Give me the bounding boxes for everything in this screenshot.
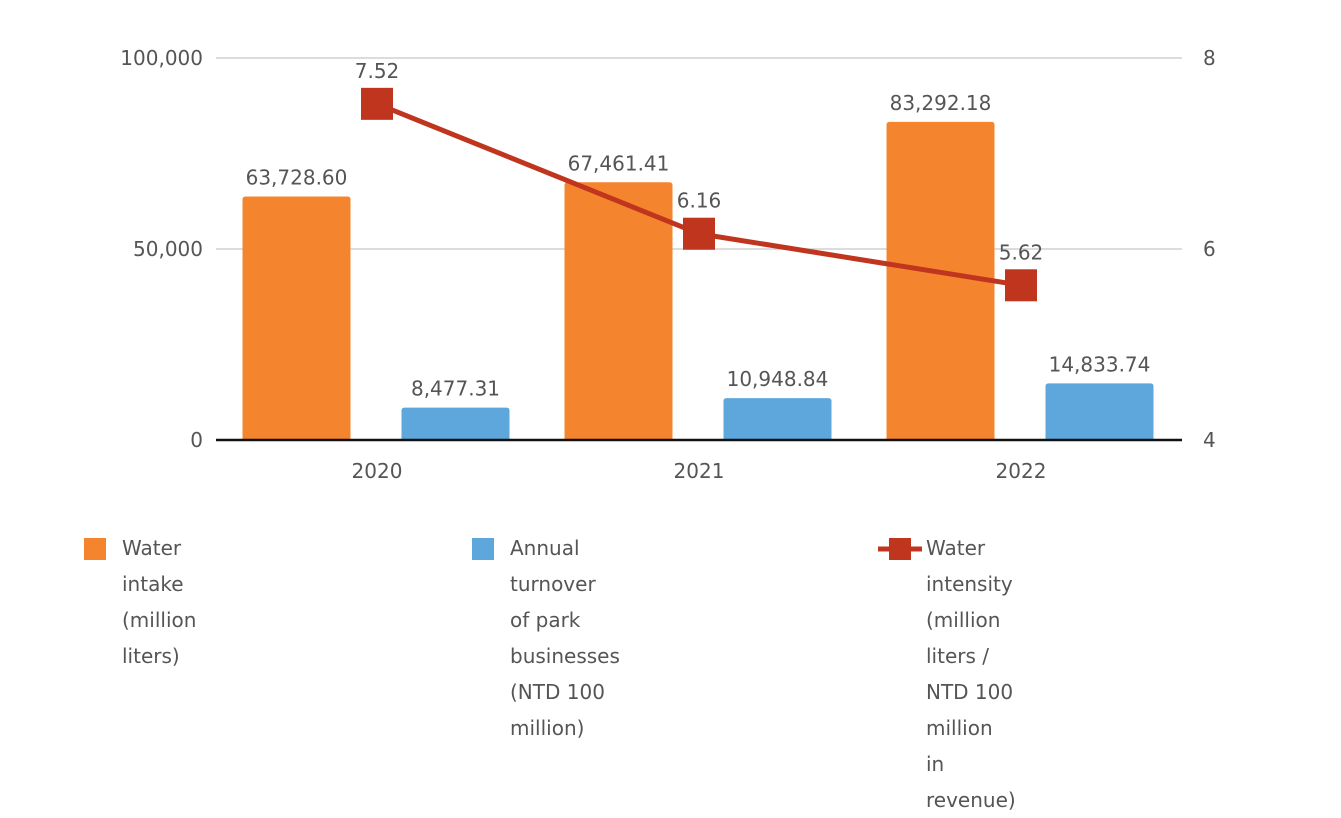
legend-label-intensity: Water intensity (million liters / NTD 10… <box>926 530 1016 818</box>
marker-water-intensity <box>1005 269 1037 302</box>
data-label-water-intake: 63,728.60 <box>246 166 348 190</box>
marker-water-intensity <box>361 87 393 120</box>
legend-line-marker <box>878 538 922 560</box>
data-label-water-intake: 83,292.18 <box>890 91 992 115</box>
y-right-tick-label: 6 <box>1203 237 1216 261</box>
x-tick-label: 2021 <box>674 459 725 483</box>
y-left-tick-label: 0 <box>190 428 203 452</box>
data-label-water-intake: 67,461.41 <box>568 151 670 175</box>
x-tick-label: 2022 <box>996 459 1047 483</box>
data-label-turnover: 14,833.74 <box>1049 352 1151 376</box>
legend-swatch-blue <box>472 538 494 560</box>
bar-turnover <box>723 398 832 440</box>
y-left-tick-label: 50,000 <box>133 237 203 261</box>
bar-turnover <box>401 407 510 440</box>
bar-water-intake <box>242 196 351 440</box>
bar-water-intake <box>564 182 673 440</box>
data-label-turnover: 10,948.84 <box>727 367 829 391</box>
marker-water-intensity <box>683 217 715 250</box>
bar-turnover <box>1045 383 1154 440</box>
y-left-tick-label: 100,000 <box>120 46 203 70</box>
data-label-water-intensity: 7.52 <box>355 59 400 83</box>
legend-label-water-intake: Water intake (million liters) <box>122 536 197 668</box>
y-right-tick-label: 4 <box>1203 428 1216 452</box>
data-label-turnover: 8,477.31 <box>411 377 500 401</box>
bar-water-intake <box>886 121 995 440</box>
y-right-tick-label: 8 <box>1203 46 1216 70</box>
combo-chart: 0 50,000 100,000 4 6 8 63,728.60 8,477.31 2020 67… <box>120 46 1216 483</box>
x-tick-label: 2020 <box>352 459 403 483</box>
legend-swatch-orange <box>84 538 106 560</box>
data-label-water-intensity: 6.16 <box>677 189 722 213</box>
data-label-water-intensity: 5.62 <box>999 240 1044 264</box>
legend-label-intensity-line1: Water intensity (million liters / <box>926 536 1013 668</box>
legend-label-turnover-line1: Annual turnover of park <box>510 536 596 632</box>
legend-label-turnover-line2: businesses (NTD 100 million) <box>510 644 620 740</box>
legend-label-turnover: Annual turnover of park businesses (NTD … <box>510 530 620 746</box>
legend-label-intensity-line2: NTD 100 million in revenue) <box>926 680 1016 812</box>
